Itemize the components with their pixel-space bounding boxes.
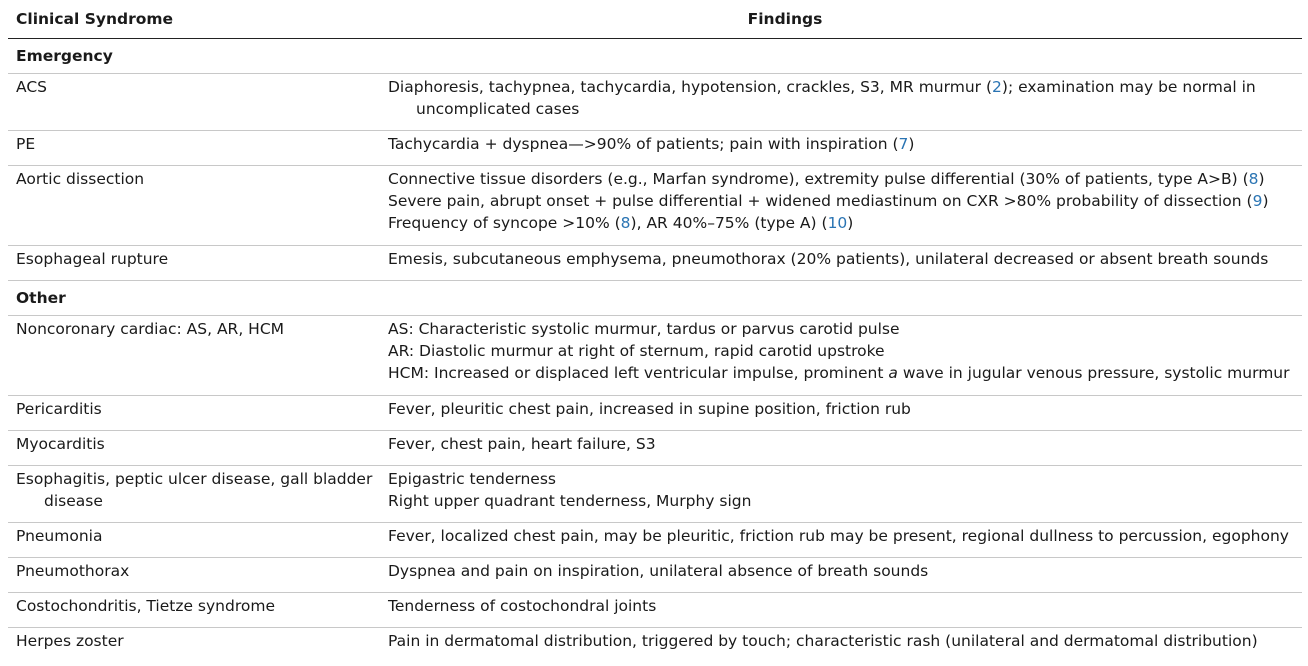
- header-clinical-syndrome: Clinical Syndrome: [8, 10, 386, 28]
- findings-cell: Diaphoresis, tachypnea, tachycardia, hyp…: [386, 76, 1302, 130]
- reference-link[interactable]: 2: [992, 78, 1002, 96]
- findings-cell: Fever, pleuritic chest pain, increased i…: [386, 398, 1302, 430]
- findings-line: Fever, localized chest pain, may be pleu…: [388, 525, 1302, 547]
- syndrome-text: PE: [16, 133, 380, 155]
- table-row: Pneumonia Fever, localized chest pain, ma…: [8, 523, 1302, 558]
- findings-cell: Tenderness of costochondral joints: [386, 595, 1302, 627]
- header-findings: Findings: [386, 10, 1302, 28]
- section-title: Other: [8, 289, 386, 307]
- table-row: Myocarditis Fever, chest pain, heart fail…: [8, 431, 1302, 466]
- findings-line: HCM: Increased or displaced left ventric…: [388, 362, 1302, 384]
- findings-line: Tachycardia + dyspnea—>90% of patients; …: [388, 133, 1302, 155]
- findings-cell: Fever, chest pain, heart failure, S3: [386, 433, 1302, 465]
- table-row: PE Tachycardia + dyspnea—>90% of patients…: [8, 131, 1302, 166]
- table-row: Aortic dissection Connective tissue disor…: [8, 166, 1302, 246]
- findings-cell: Dyspnea and pain on inspiration, unilate…: [386, 560, 1302, 592]
- findings-line: Frequency of syncope >10% (8), AR 40%–75…: [388, 212, 1302, 234]
- findings-line: Connective tissue disorders (e.g., Marfa…: [388, 168, 1302, 190]
- syndrome-text: ACS: [16, 76, 380, 98]
- findings-line: Epigastric tenderness: [388, 468, 1302, 490]
- syndrome-cell: Aortic dissection: [8, 168, 386, 245]
- syndrome-cell: Costochondritis, Tietze syndrome: [8, 595, 386, 627]
- table-header: Clinical Syndrome Findings: [8, 0, 1302, 39]
- syndrome-cell: Pneumothorax: [8, 560, 386, 592]
- reference-link[interactable]: 9: [1253, 192, 1263, 210]
- table-body: Emergency ACS Diaphoresis, tachypnea, tach…: [8, 39, 1302, 660]
- section-row: Emergency: [8, 39, 1302, 74]
- syndrome-cell: Myocarditis: [8, 433, 386, 465]
- syndrome-cell: Noncoronary cardiac: AS, AR, HCM: [8, 318, 386, 395]
- syndrome-text: Esophageal rupture: [16, 248, 380, 270]
- table-row: ACS Diaphoresis, tachypnea, tachycardia, …: [8, 74, 1302, 131]
- syndrome-text: Myocarditis: [16, 433, 380, 455]
- syndrome-text: Noncoronary cardiac: AS, AR, HCM: [16, 318, 380, 340]
- syndrome-text: Pneumothorax: [16, 560, 380, 582]
- syndrome-text: Herpes zoster: [16, 630, 380, 652]
- italic-term: a: [888, 364, 898, 382]
- syndrome-cell: Pericarditis: [8, 398, 386, 430]
- table-row: Herpes zoster Pain in dermatomal distribu…: [8, 628, 1302, 660]
- syndrome-cell: PE: [8, 133, 386, 165]
- reference-link[interactable]: 8: [1249, 170, 1259, 188]
- table-row: Esophageal rupture Emesis, subcutaneous e…: [8, 246, 1302, 281]
- syndrome-text: Pneumonia: [16, 525, 380, 547]
- syndrome-text: Costochondritis, Tietze syndrome: [16, 595, 380, 617]
- syndrome-text: disease: [16, 490, 380, 512]
- table-row: Costochondritis, Tietze syndrome Tenderne…: [8, 593, 1302, 628]
- clinical-findings-table: Clinical Syndrome Findings Emergency ACS D…: [8, 0, 1302, 660]
- findings-line: AS: Characteristic systolic murmur, tard…: [388, 318, 1302, 340]
- syndrome-cell: ACS: [8, 76, 386, 130]
- section-title: Emergency: [8, 47, 386, 65]
- table-row: Pericarditis Fever, pleuritic chest pain,…: [8, 396, 1302, 431]
- findings-line: Fever, pleuritic chest pain, increased i…: [388, 398, 1302, 420]
- findings-cell: AS: Characteristic systolic murmur, tard…: [386, 318, 1302, 395]
- findings-line: Dyspnea and pain on inspiration, unilate…: [388, 560, 1302, 582]
- findings-line: Tenderness of costochondral joints: [388, 595, 1302, 617]
- section-row: Other: [8, 281, 1302, 316]
- table-row: Esophagitis, peptic ulcer disease, gall …: [8, 466, 1302, 523]
- syndrome-cell: Pneumonia: [8, 525, 386, 557]
- syndrome-cell: Herpes zoster: [8, 630, 386, 660]
- syndrome-text: Pericarditis: [16, 398, 380, 420]
- syndrome-cell: Esophagitis, peptic ulcer disease, gall …: [8, 468, 386, 522]
- findings-line: Diaphoresis, tachypnea, tachycardia, hyp…: [388, 76, 1302, 98]
- findings-cell: Fever, localized chest pain, may be pleu…: [386, 525, 1302, 557]
- reference-link[interactable]: 8: [621, 214, 631, 232]
- findings-cell: Emesis, subcutaneous emphysema, pneumoth…: [386, 248, 1302, 280]
- table-row: Noncoronary cardiac: AS, AR, HCM AS: Char…: [8, 316, 1302, 396]
- findings-line: Right upper quadrant tenderness, Murphy …: [388, 490, 1302, 512]
- findings-cell: Tachycardia + dyspnea—>90% of patients; …: [386, 133, 1302, 165]
- findings-line: Pain in dermatomal distribution, trigger…: [388, 630, 1302, 652]
- findings-line: Fever, chest pain, heart failure, S3: [388, 433, 1302, 455]
- syndrome-text: Esophagitis, peptic ulcer disease, gall …: [16, 468, 380, 490]
- syndrome-cell: Esophageal rupture: [8, 248, 386, 280]
- syndrome-text: Aortic dissection: [16, 168, 380, 190]
- findings-cell: Connective tissue disorders (e.g., Marfa…: [386, 168, 1302, 245]
- findings-cell: Epigastric tenderness Right upper quadran…: [386, 468, 1302, 522]
- reference-link[interactable]: 7: [899, 135, 909, 153]
- reference-link[interactable]: 10: [828, 214, 848, 232]
- findings-line: AR: Diastolic murmur at right of sternum…: [388, 340, 1302, 362]
- table-row: Pneumothorax Dyspnea and pain on inspirat…: [8, 558, 1302, 593]
- findings-line: Severe pain, abrupt onset + pulse differ…: [388, 190, 1302, 212]
- findings-line: uncomplicated cases: [388, 98, 1302, 120]
- findings-line: Emesis, subcutaneous emphysema, pneumoth…: [388, 248, 1302, 270]
- findings-cell: Pain in dermatomal distribution, trigger…: [386, 630, 1302, 660]
